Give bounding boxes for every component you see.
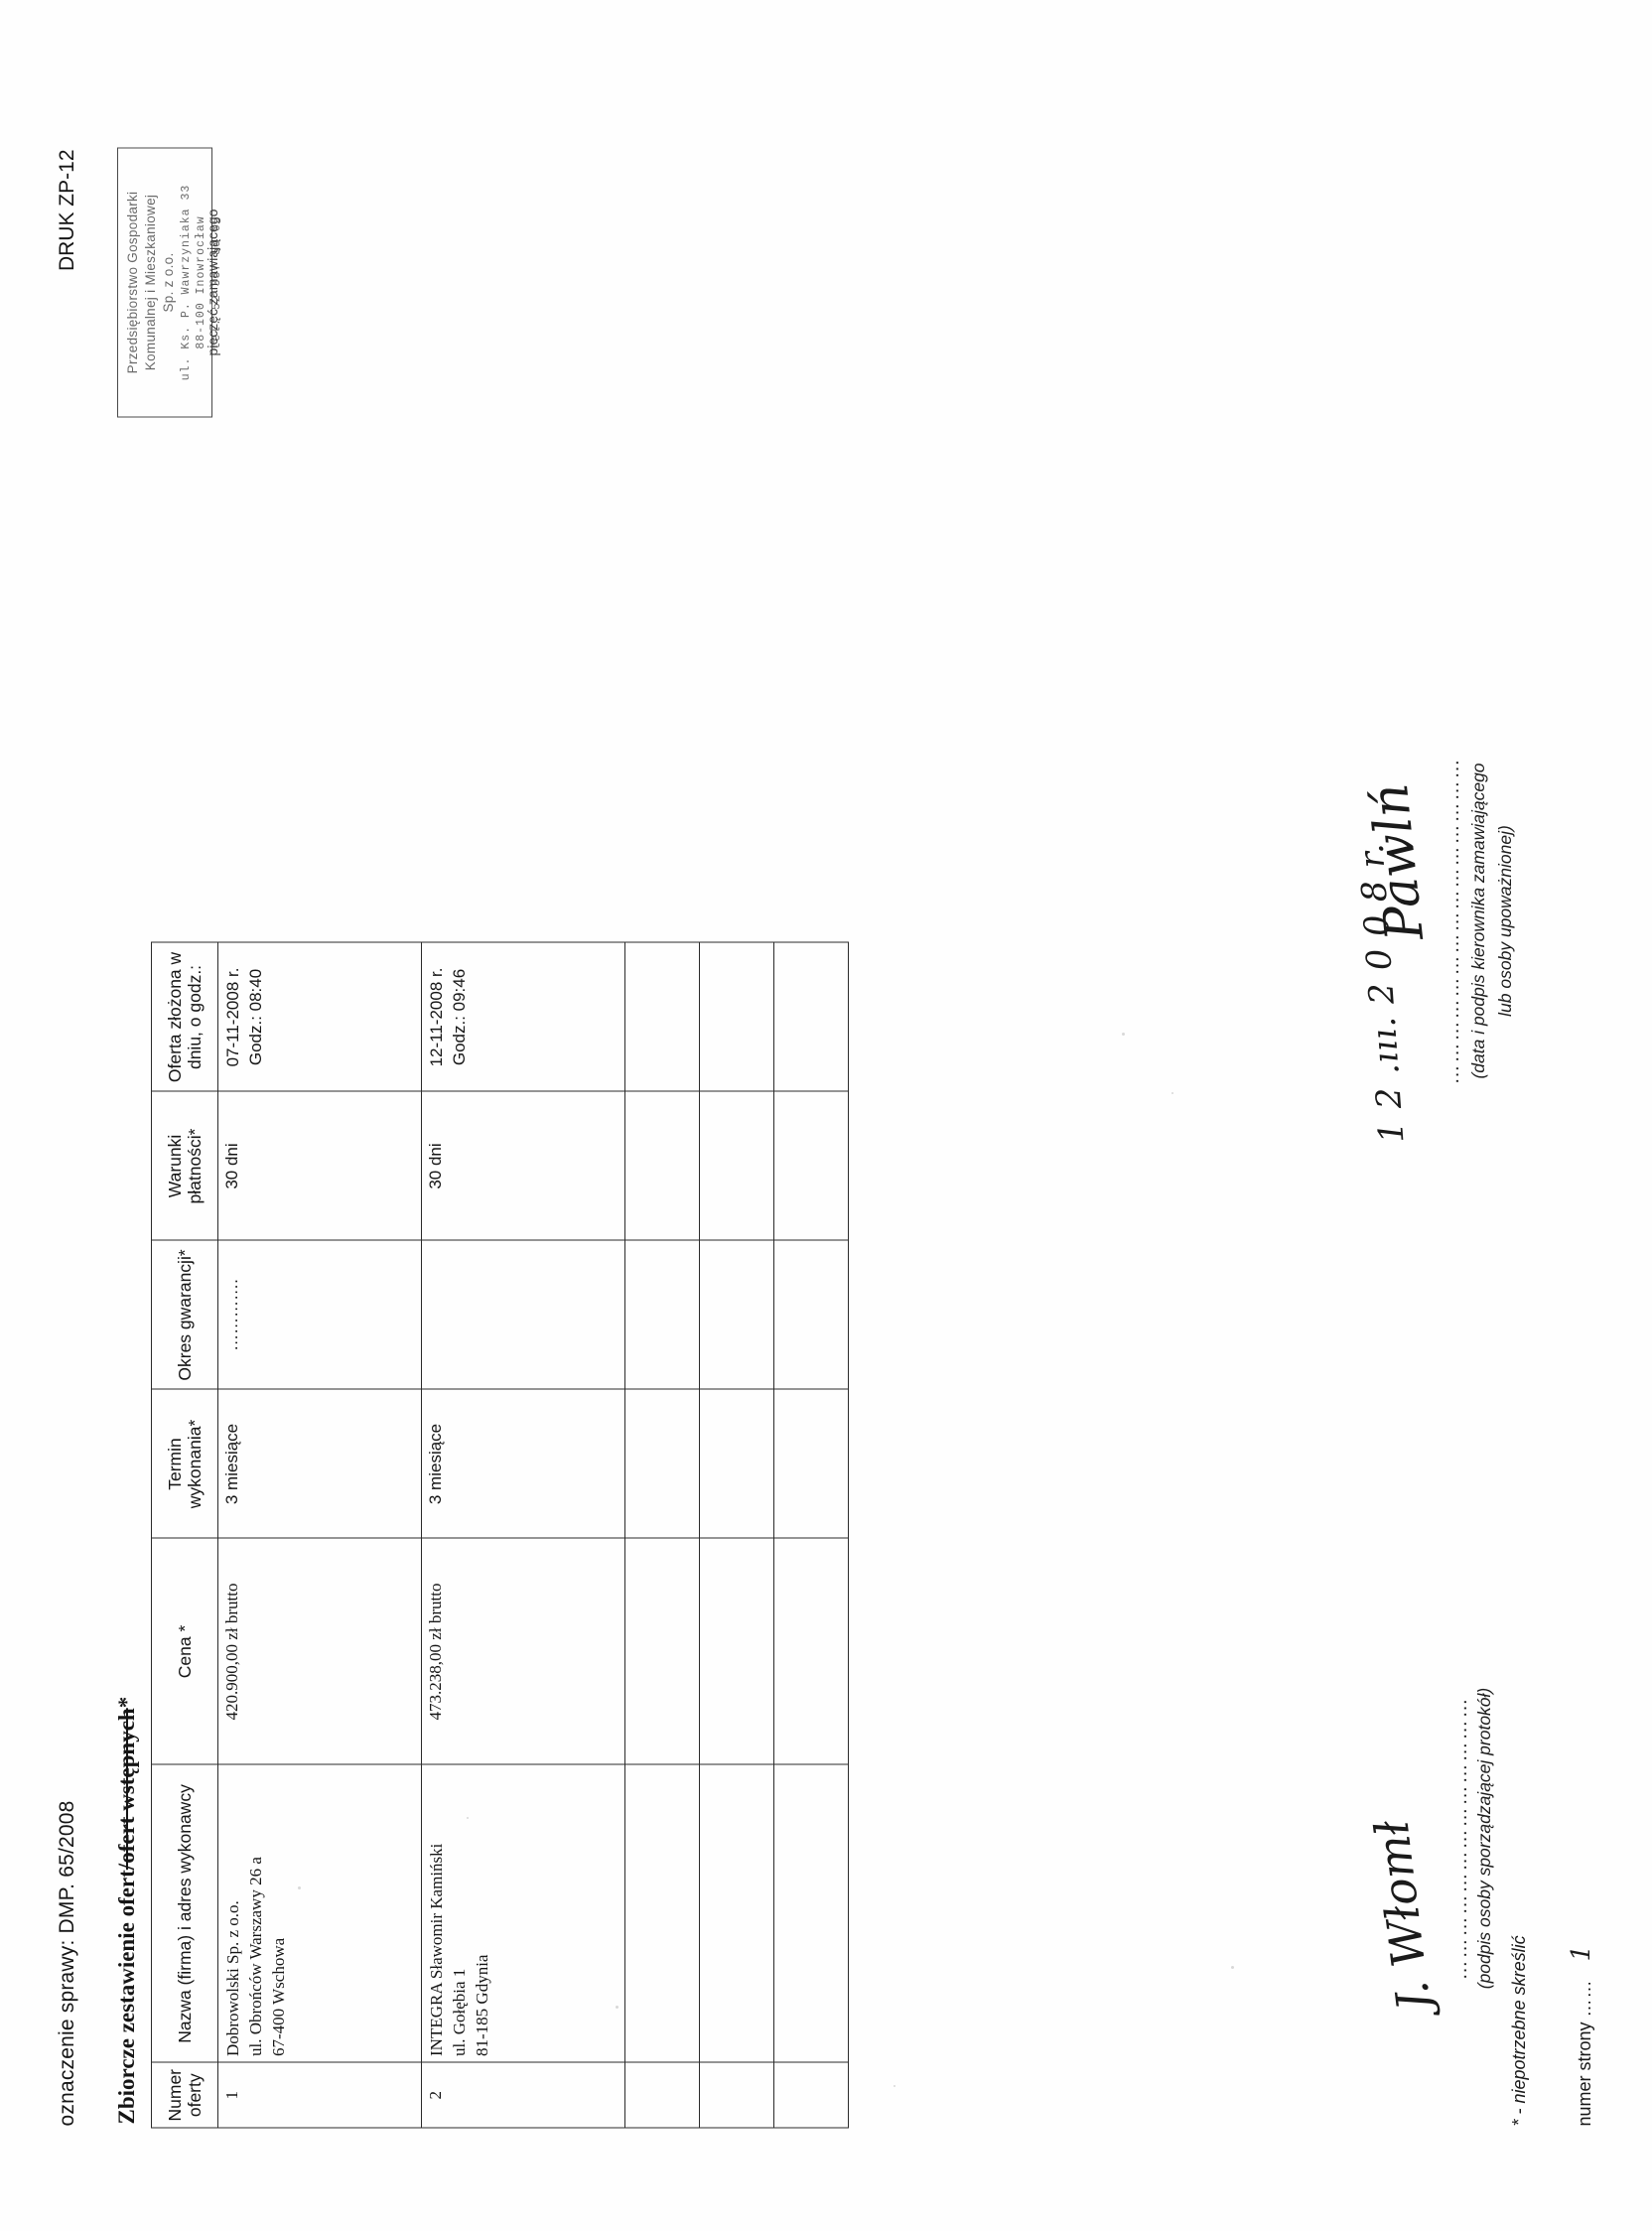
cell-term xyxy=(624,1388,700,1538)
page-number-text: numer strony xyxy=(1575,2021,1594,2126)
cell-warranty xyxy=(773,1239,849,1389)
table-row xyxy=(624,941,700,2128)
form-code: DRUK ZP-12 xyxy=(56,149,78,271)
scan-speckle xyxy=(1171,1092,1173,1094)
table-row: 2 INTEGRA Sławomir Kamiński ul. Gołębia … xyxy=(421,941,625,2128)
footnote-optional-delete: * - niepotrzebne skreślić xyxy=(1509,1934,1529,2126)
cell-price: 420.900,00 zł brutto xyxy=(217,1537,422,1764)
table-row: 1 Dobrowolski Sp. z o.o. ul. Obrońców Wa… xyxy=(217,941,422,2128)
cell-term xyxy=(699,1388,774,1538)
signature-block-authority: ……………………………………… (data i podpis kierownik… xyxy=(1442,687,1517,1154)
table-body: 1 Dobrowolski Sp. z o.o. ul. Obrońców Wa… xyxy=(217,941,849,2128)
scan-speckle xyxy=(467,1817,469,1819)
cell-submitted: 07-11-2008 r. Godz.: 08:40 xyxy=(217,941,422,1091)
page-title-suffix: * xyxy=(114,1696,139,1708)
contractor-city: 67-400 Wschowa xyxy=(268,1937,288,2056)
col-header-offer-number: Numer oferty xyxy=(151,2061,218,2128)
signature-line-preparer: ………………………………… xyxy=(1449,1696,1471,1980)
cell-payment: 30 dni xyxy=(421,1090,625,1240)
cell-offer-number xyxy=(699,2061,774,2128)
cell-payment xyxy=(624,1090,700,1240)
cell-contractor: INTEGRA Sławomir Kamiński ul. Gołębia 1 … xyxy=(421,1763,625,2062)
case-designation: oznaczenie sprawy: DMP. 65/2008 xyxy=(56,1800,78,2126)
stamp-line-3: Sp. z o.o. xyxy=(161,251,177,313)
signature-caption-authority-2: lub osoby upoważnionej) xyxy=(1494,824,1515,1017)
handwritten-page-number: 1 xyxy=(1567,1944,1596,1961)
cell-term: 3 miesiące xyxy=(217,1388,422,1538)
page-title-struck: /ofert wstępnych xyxy=(114,1707,139,1870)
signature-caption-preparer: (podpis osoby sporządzającej protokół) xyxy=(1474,1687,1494,1989)
col-header-submitted: Oferta złożona w dniu, o godz.: xyxy=(151,941,218,1091)
col-header-contractor: Nazwa (firma) i adres wykonawcy xyxy=(151,1763,218,2062)
table-row xyxy=(699,941,774,2128)
submitted-date: 12-11-2008 r. xyxy=(427,967,446,1066)
stamp-caption: pieczęć zamawiającego xyxy=(205,209,220,355)
page-number-label: numer strony …… xyxy=(1575,1978,1594,2126)
cell-warranty: …………. xyxy=(217,1239,422,1389)
cell-price: 473.238,00 zł brutto xyxy=(421,1537,625,1764)
page-title: Zbiorcze zestawienie ofert/ofert wstępny… xyxy=(114,1696,140,2124)
cell-submitted xyxy=(699,941,774,1091)
scan-speckle xyxy=(894,2085,895,2087)
contractor-city: 81-185 Gdynia xyxy=(472,1954,491,2056)
cell-contractor xyxy=(773,1763,849,2062)
cell-payment: 30 dni xyxy=(217,1090,422,1240)
handwritten-signature-authority: Pawlń xyxy=(1359,780,1437,943)
cell-submitted xyxy=(773,941,849,1091)
scan-speckle xyxy=(616,2006,619,2009)
cell-term xyxy=(773,1388,849,1538)
contractor-name: Dobrowolski Sp. z o.o. xyxy=(223,1899,242,2056)
contractor-street: ul. Gołębia 1 xyxy=(449,1968,469,2056)
cell-offer-number xyxy=(624,2061,700,2128)
cell-warranty xyxy=(699,1239,774,1389)
table-row xyxy=(773,941,849,2128)
bids-table: Numer oferty Nazwa (firma) i adres wykon… xyxy=(151,941,849,2128)
page-title-main: Zbiorcze zestawienie ofert xyxy=(114,1869,139,2124)
cell-offer-number: 1 xyxy=(217,2061,422,2128)
scan-speckle xyxy=(1122,1033,1125,1036)
cell-payment xyxy=(773,1090,849,1240)
cell-warranty xyxy=(624,1239,700,1389)
contracting-authority-stamp: Przedsiębiorstwo Gospodarki Komunalnej i… xyxy=(117,147,223,417)
col-header-price: Cena * xyxy=(151,1537,218,1764)
signature-block-preparer: ………………………………… (podpis osoby sporządzając… xyxy=(1449,1639,1495,2036)
cell-price xyxy=(699,1537,774,1764)
col-header-term: Termin wykonania* xyxy=(151,1388,218,1538)
handwritten-date: 1 2 .ııı. 2 0 0 8 r. xyxy=(1351,840,1413,1145)
table-header-row: Numer oferty Nazwa (firma) i adres wykon… xyxy=(151,941,218,2128)
cell-term: 3 miesiące xyxy=(421,1388,625,1538)
contractor-name: INTEGRA Sławomir Kamiński xyxy=(427,1843,446,2056)
cell-price xyxy=(624,1537,700,1764)
cell-contractor xyxy=(699,1763,774,2062)
cell-payment xyxy=(699,1090,774,1240)
col-header-warranty: Okres gwarancji* xyxy=(151,1239,218,1389)
cell-offer-number xyxy=(773,2061,849,2128)
submitted-time: Godz.: 09:46 xyxy=(449,968,469,1065)
cell-contractor: Dobrowolski Sp. z o.o. ul. Obrońców Wars… xyxy=(217,1763,422,2062)
stamp-line-4: ul. Ks. P. Wawrzyniaka 33 xyxy=(179,184,193,380)
cell-price xyxy=(773,1537,849,1764)
scan-speckle xyxy=(1231,1966,1234,1969)
signature-line-authority: ……………………………………… xyxy=(1442,757,1463,1084)
cell-submitted: 12-11-2008 r. Godz.: 09:46 xyxy=(421,941,625,1091)
cell-contractor xyxy=(624,1763,700,2062)
stamp-line-1: Przedsiębiorstwo Gospodarki xyxy=(125,191,140,373)
handwritten-signature-preparer: J. Włomł xyxy=(1364,1816,1442,2014)
submitted-date: 07-11-2008 r. xyxy=(223,967,242,1066)
cell-offer-number: 2 xyxy=(421,2061,625,2128)
cell-warranty xyxy=(421,1239,625,1389)
col-header-payment: Warunki płatności* xyxy=(151,1090,218,1240)
scan-speckle xyxy=(298,1886,301,1889)
submitted-time: Godz.: 08:40 xyxy=(245,968,265,1065)
contractor-street: ul. Obrońców Warszawy 26 a xyxy=(245,1856,265,2056)
stamp-line-2: Komunalnej i Mieszkaniowej xyxy=(143,194,159,370)
signature-caption-authority-1: (data i podpis kierownika zamawiającego xyxy=(1468,762,1488,1079)
cell-submitted xyxy=(624,941,700,1091)
